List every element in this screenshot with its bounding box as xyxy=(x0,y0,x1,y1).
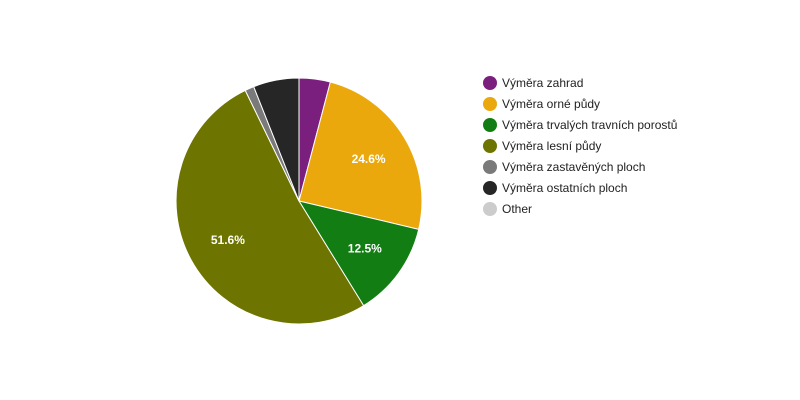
legend: Výměra zahrad Výměra orné půdy Výměra trva… xyxy=(483,76,677,216)
slice-data-label: 24.6% xyxy=(352,152,386,166)
legend-swatch xyxy=(483,76,497,90)
legend-item[interactable]: Výměra trvalých travních porostů xyxy=(483,118,677,132)
slice-labels: 24.6% 12.5% 51.6% xyxy=(211,152,386,255)
legend-label: Other xyxy=(502,202,532,216)
legend-label: Výměra trvalých travních porostů xyxy=(502,118,677,132)
legend-label: Výměra orné půdy xyxy=(502,97,600,111)
legend-label: Výměra zahrad xyxy=(502,76,583,90)
slice-data-label: 51.6% xyxy=(211,233,245,247)
legend-swatch xyxy=(483,202,497,216)
slice-data-label: 12.5% xyxy=(348,242,382,256)
legend-label: Výměra ostatních ploch xyxy=(502,181,627,195)
pie-slice[interactable] xyxy=(297,200,420,307)
legend-swatch xyxy=(483,139,497,153)
pie-slice[interactable] xyxy=(253,77,300,202)
pie-slice[interactable] xyxy=(175,89,365,325)
legend-item[interactable]: Výměra lesní půdy xyxy=(483,139,601,153)
legend-swatch xyxy=(483,97,497,111)
legend-swatch xyxy=(483,160,497,174)
legend-swatch xyxy=(483,118,497,132)
legend-item[interactable]: Výměra ostatních ploch xyxy=(483,181,627,195)
legend-item[interactable]: Other xyxy=(483,202,532,216)
legend-item[interactable]: Výměra zahrad xyxy=(483,76,583,90)
pie-slice[interactable] xyxy=(298,81,423,230)
legend-item[interactable]: Výměra zastavěných ploch xyxy=(483,160,645,174)
pie-slices xyxy=(175,77,423,325)
legend-label: Výměra lesní půdy xyxy=(502,139,601,153)
legend-label: Výměra zastavěných ploch xyxy=(502,160,645,174)
legend-item[interactable]: Výměra orné půdy xyxy=(483,97,600,111)
legend-swatch xyxy=(483,181,497,195)
